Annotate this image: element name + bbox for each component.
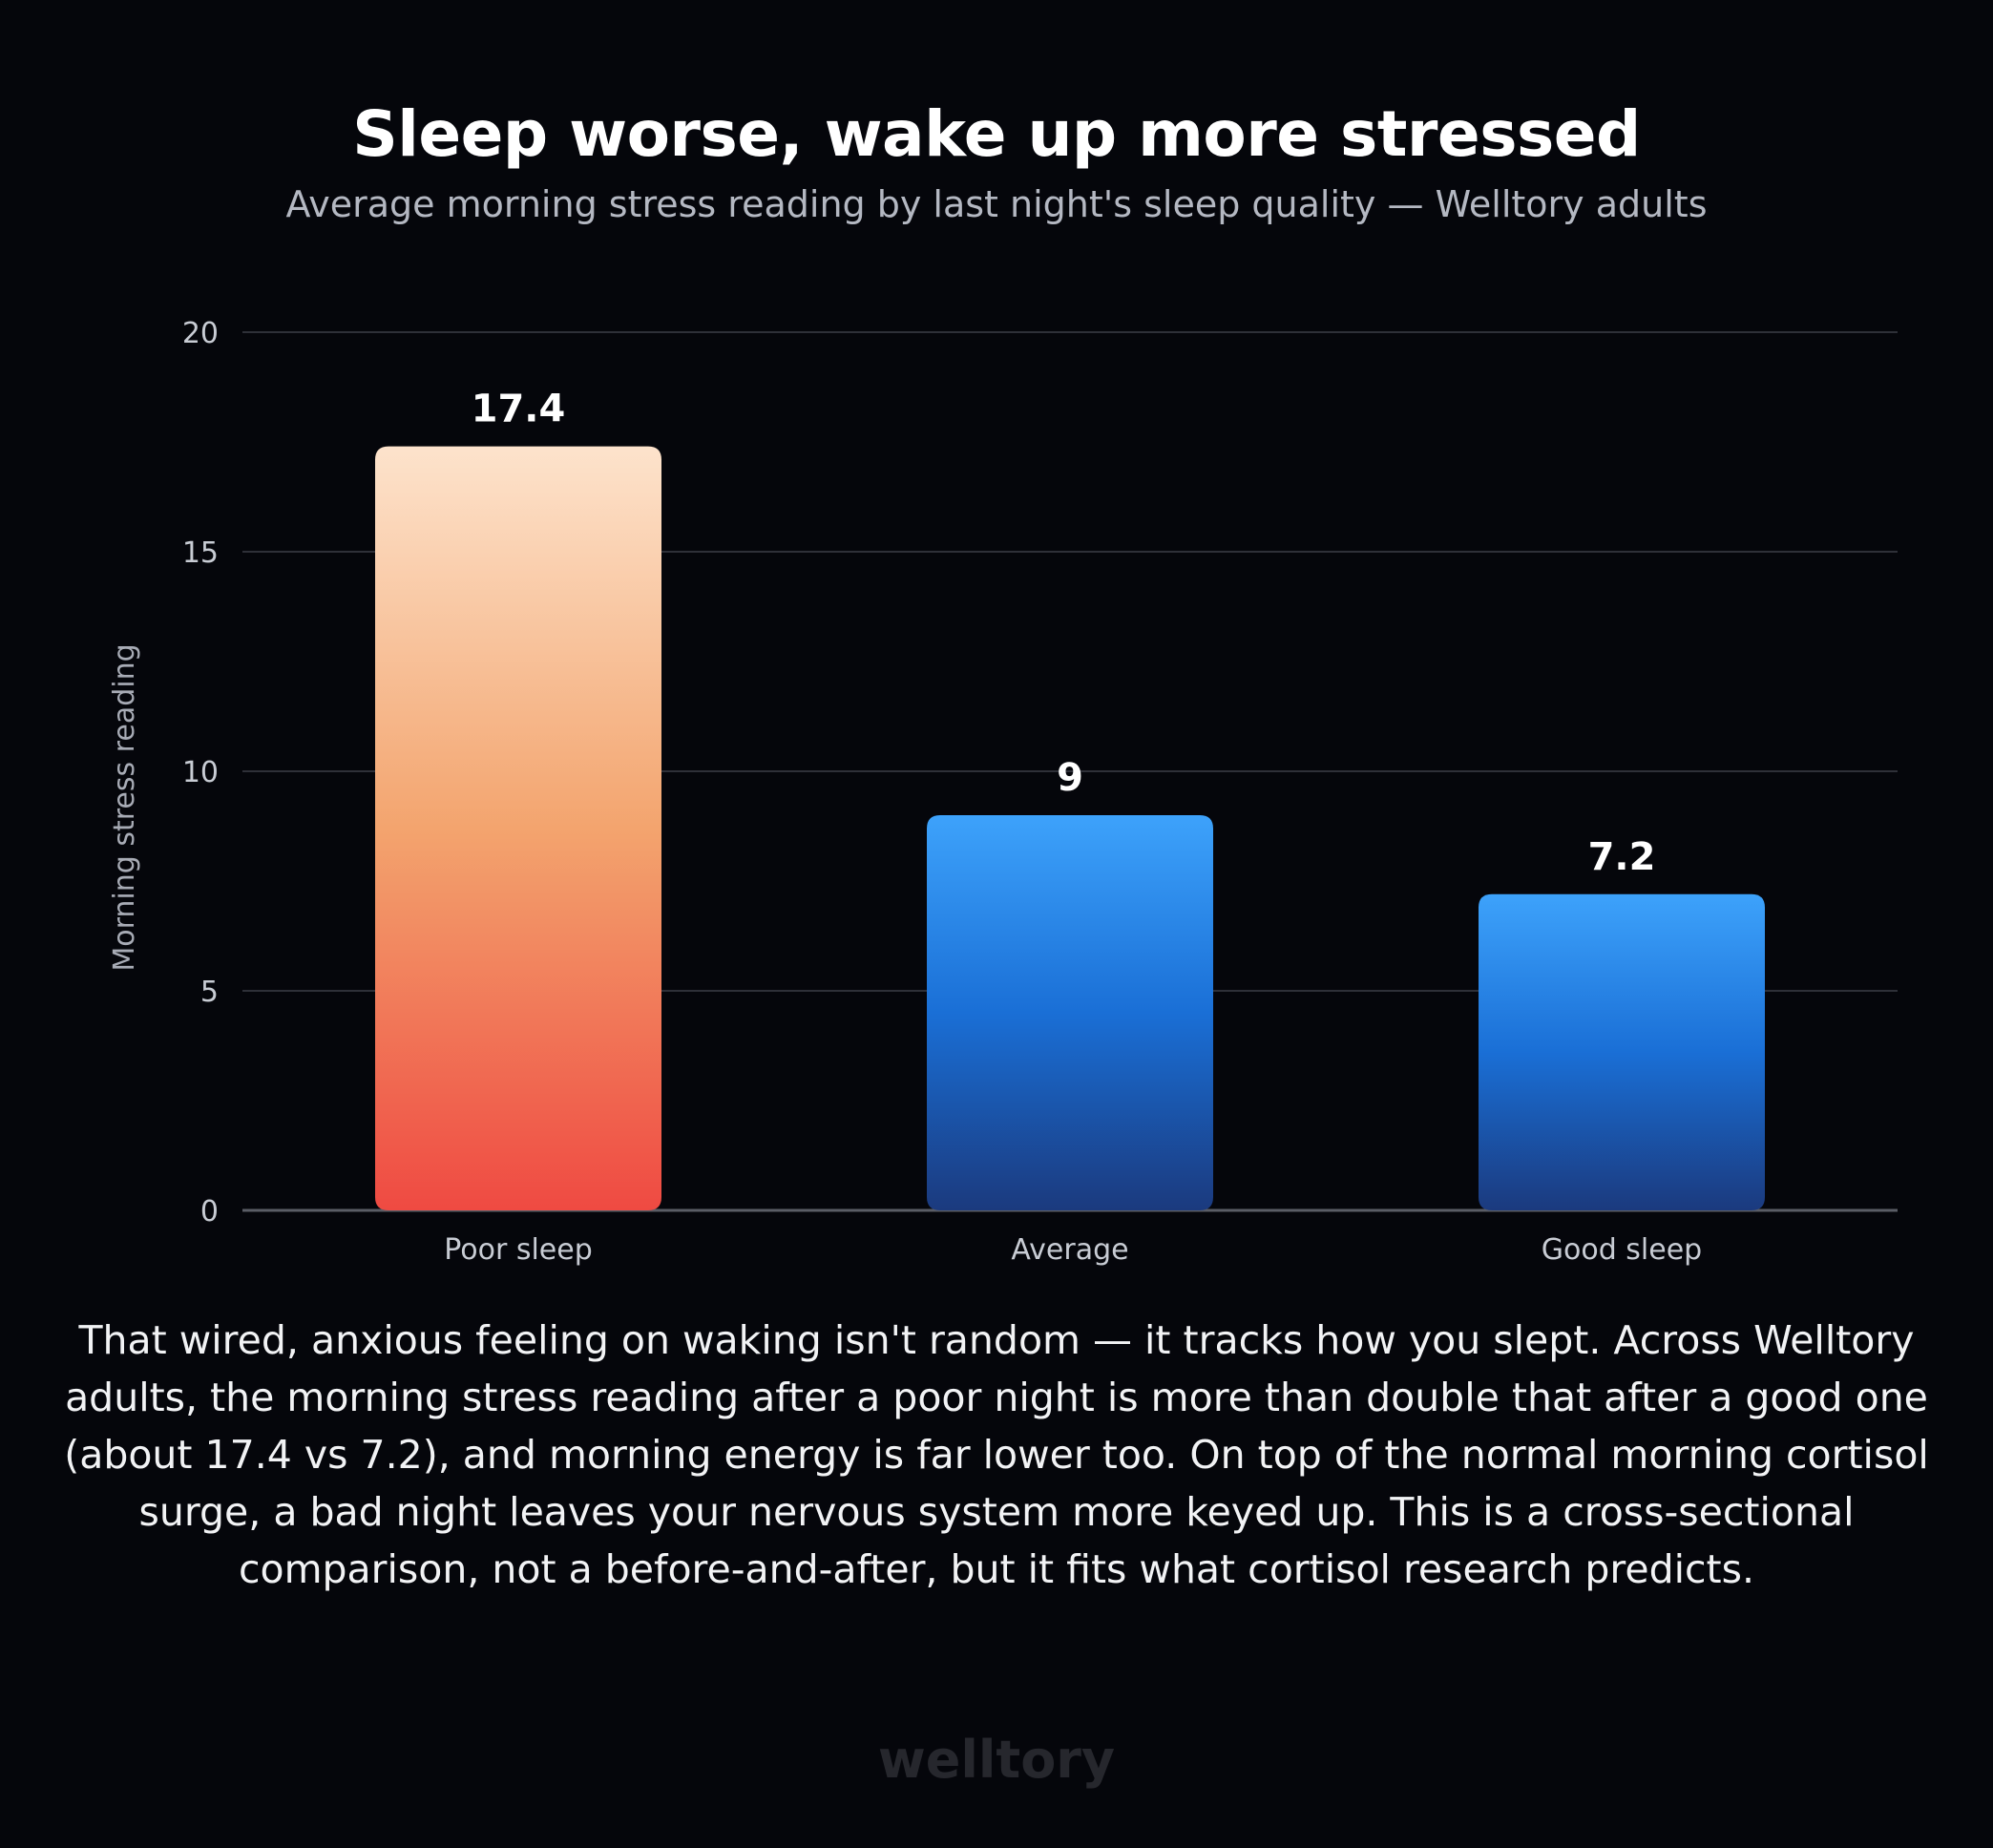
y-tick-label: 20 xyxy=(182,317,219,350)
chart-subtitle: Average morning stress reading by last n… xyxy=(285,183,1708,225)
y-tick-label: 15 xyxy=(182,536,219,570)
x-tick-label: Average xyxy=(1011,1233,1128,1267)
bar-value-label: 17.4 xyxy=(472,388,566,431)
labels: 0 5 10 15 20 17.4 Poor sleep 9 Average 7.2 Good sl… xyxy=(182,317,1702,1267)
bar-average xyxy=(927,815,1213,1210)
bar-value-label: 7.2 xyxy=(1588,835,1656,879)
chart-title: Sleep worse, wake up more stressed xyxy=(352,97,1641,171)
y-tick-label: 10 xyxy=(182,756,219,789)
bar-value-label: 9 xyxy=(1057,756,1083,800)
welltory-logo: welltory xyxy=(877,1730,1116,1790)
y-tick-label: 0 xyxy=(200,1195,219,1228)
bar-good-sleep xyxy=(1479,893,1765,1210)
x-tick-label: Poor sleep xyxy=(444,1233,593,1267)
bar-poor-sleep xyxy=(375,446,661,1211)
description-text: That wired, anxious feeling on waking is… xyxy=(64,1317,1929,1592)
x-tick-label: Good sleep xyxy=(1542,1233,1702,1267)
y-axis-title: Morning stress reading xyxy=(108,643,141,971)
bars xyxy=(375,446,1765,1211)
y-tick-label: 5 xyxy=(200,976,219,1009)
